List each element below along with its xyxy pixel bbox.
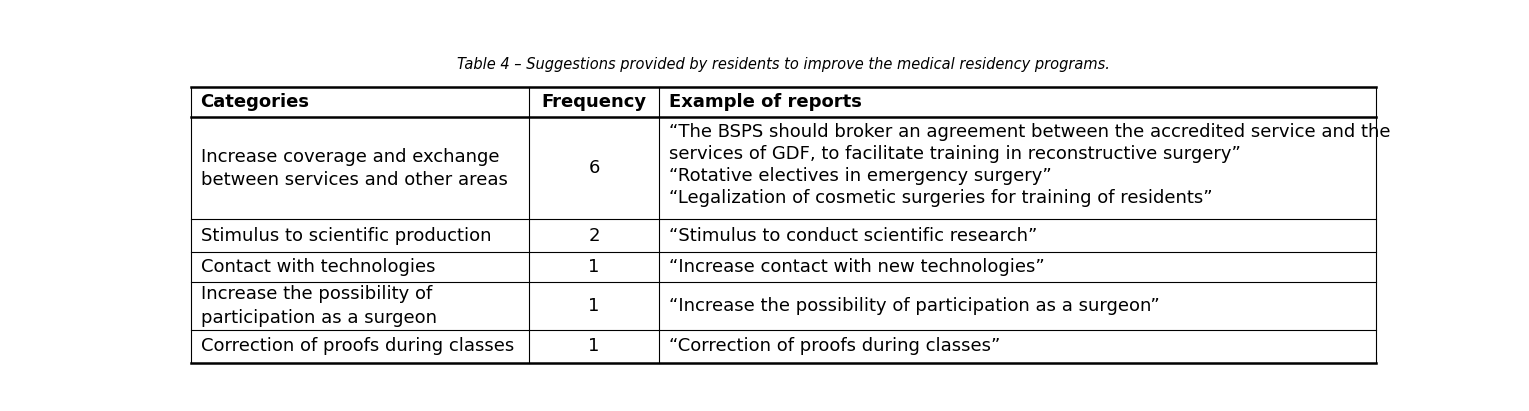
Text: Increase coverage and exchange
between services and other areas: Increase coverage and exchange between s… bbox=[200, 148, 508, 189]
Text: “The BSPS should broker an agreement between the accredited service and the: “The BSPS should broker an agreement bet… bbox=[668, 123, 1390, 141]
Text: Correction of proofs during classes: Correction of proofs during classes bbox=[200, 337, 514, 355]
Text: 1: 1 bbox=[589, 337, 599, 355]
Text: “Legalization of cosmetic surgeries for training of residents”: “Legalization of cosmetic surgeries for … bbox=[668, 189, 1212, 207]
Text: Stimulus to scientific production: Stimulus to scientific production bbox=[200, 227, 491, 245]
Text: 2: 2 bbox=[589, 227, 599, 245]
Text: Example of reports: Example of reports bbox=[668, 93, 861, 111]
Text: Categories: Categories bbox=[200, 93, 309, 111]
Text: Table 4 – Suggestions provided by residents to improve the medical residency pro: Table 4 – Suggestions provided by reside… bbox=[457, 57, 1110, 72]
Text: “Stimulus to conduct scientific research”: “Stimulus to conduct scientific research… bbox=[668, 227, 1037, 245]
Text: “Increase contact with new technologies”: “Increase contact with new technologies” bbox=[668, 258, 1044, 276]
Text: 6: 6 bbox=[589, 159, 599, 177]
Text: 1: 1 bbox=[589, 258, 599, 276]
Text: “Rotative electives in emergency surgery”: “Rotative electives in emergency surgery… bbox=[668, 167, 1052, 185]
Text: Contact with technologies: Contact with technologies bbox=[200, 258, 436, 276]
Text: 1: 1 bbox=[589, 297, 599, 315]
Text: Increase the possibility of
participation as a surgeon: Increase the possibility of participatio… bbox=[200, 285, 437, 327]
Text: Frequency: Frequency bbox=[541, 93, 647, 111]
Text: “Correction of proofs during classes”: “Correction of proofs during classes” bbox=[668, 337, 1000, 355]
Text: “Increase the possibility of participation as a surgeon”: “Increase the possibility of participati… bbox=[668, 297, 1159, 315]
Text: services of GDF, to facilitate training in reconstructive surgery”: services of GDF, to facilitate training … bbox=[668, 145, 1240, 163]
